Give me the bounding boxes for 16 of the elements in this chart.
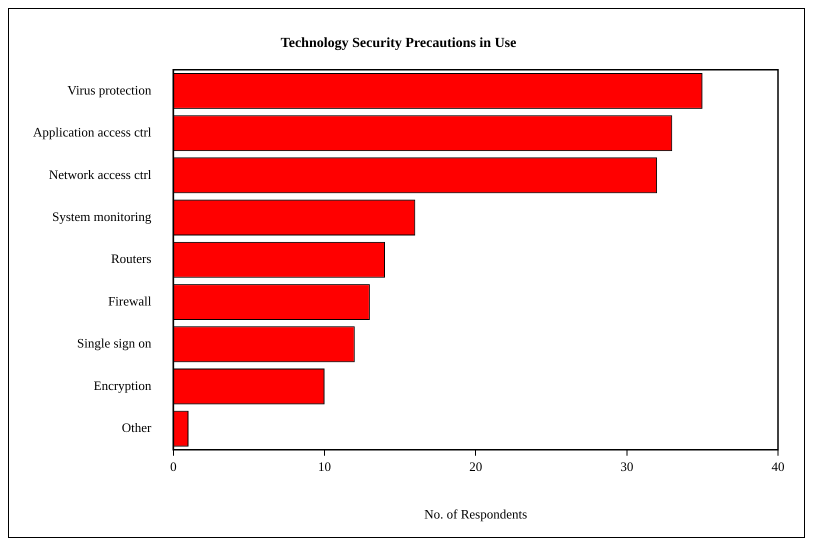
x-tick-label: 10 (318, 459, 332, 474)
y-tick-label: System monitoring (52, 209, 152, 224)
y-tick-label: Application access ctrl (32, 124, 152, 140)
x-tick-label: 30 (620, 459, 634, 474)
x-tick-label: 40 (772, 459, 784, 474)
x-tick-label: 0 (170, 459, 177, 474)
chart-title: Technology Security Precautions in Use (280, 36, 516, 52)
x-axis-title: No. of Respondents (424, 506, 528, 522)
y-tick-label: Virus protection (67, 82, 152, 98)
y-tick-label: Network access ctrl (48, 166, 152, 182)
x-tick-label: 20 (469, 459, 482, 474)
y-tick-label: Other (122, 420, 152, 436)
y-tick-label: Routers (110, 251, 152, 266)
y-tick-label: Encryption (94, 378, 152, 393)
y-tick-label: Single sign on (76, 336, 152, 351)
y-tick-label: Firewall (108, 293, 152, 308)
